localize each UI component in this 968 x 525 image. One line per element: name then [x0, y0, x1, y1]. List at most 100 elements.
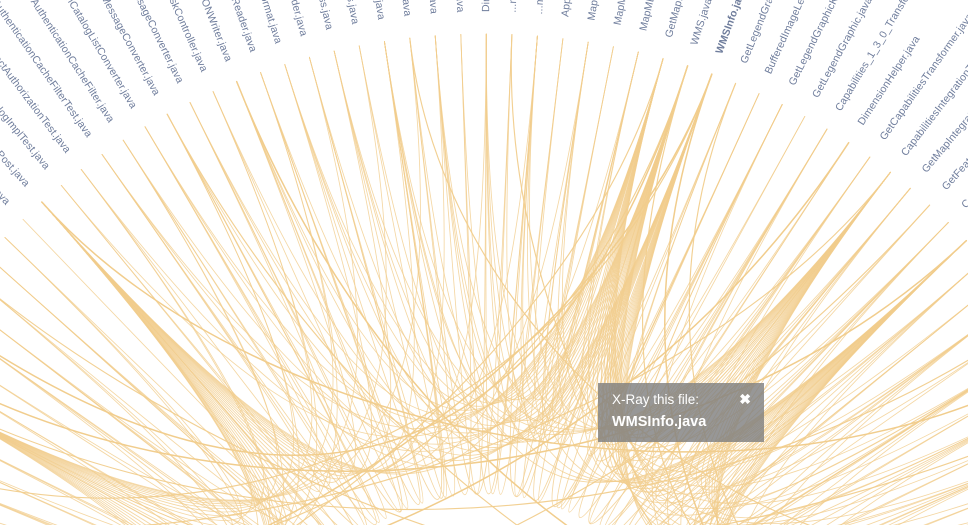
dependency-edge [709, 240, 967, 525]
dependency-edge [383, 41, 967, 483]
dependency-edge [671, 240, 968, 525]
dependency-edge [686, 240, 968, 525]
dependency-edge [284, 64, 713, 449]
dependency-edge [654, 128, 891, 448]
dependency-edge [0, 359, 968, 511]
dependency-edge [485, 33, 713, 443]
dependency-edge [623, 73, 713, 525]
dependency-edge [0, 298, 426, 525]
dependency-edge [713, 240, 967, 525]
dependency-edge [557, 51, 713, 446]
dependency-edge [693, 240, 968, 525]
dependency-edge [0, 438, 126, 525]
graph-node-label[interactable]: RasterDownload.java [420, 0, 439, 14]
dependency-edge [0, 37, 421, 501]
dependency-edge [642, 65, 691, 525]
dependency-edge [591, 65, 806, 439]
dependency-edge [690, 171, 968, 480]
dependency-edge [527, 35, 967, 483]
dependency-edge [622, 73, 713, 525]
dependency-edge [333, 50, 713, 446]
dependency-edge [737, 363, 968, 525]
dependency-edge [260, 56, 424, 504]
dependency-edge [0, 435, 163, 525]
dependency-edge [284, 58, 664, 407]
dependency-edge [166, 113, 518, 525]
dependency-edge [552, 46, 689, 424]
dependency-edge [589, 115, 850, 524]
dependency-edge [664, 73, 713, 525]
dependency-edge [4, 236, 245, 525]
dependency-edge [434, 35, 967, 483]
dependency-edge [644, 128, 967, 497]
dependency-edge [695, 171, 968, 491]
dependency-edge [604, 58, 949, 449]
dependency-edge [383, 41, 891, 431]
graph-node-label[interactable]: AppSchemaTestOracleS... [559, 0, 586, 18]
dependency-edge [799, 391, 968, 525]
dependency-edge [0, 201, 253, 521]
graph-node-label[interactable]: DimensionsUtils.java [480, 0, 492, 12]
dependency-edge [651, 104, 783, 525]
dependency-edge [284, 64, 891, 435]
edges-layer [0, 33, 968, 525]
dependency-edge [497, 34, 564, 495]
xray-tooltip-filename: WMSInfo.java [612, 414, 707, 430]
dependency-edge [333, 50, 891, 433]
dependency-edge [726, 222, 949, 525]
dependency-edge [189, 73, 713, 456]
xray-tooltip[interactable]: X-Ray this file: ✖ WMSInfo.java [598, 383, 764, 442]
dependency-edge [716, 171, 891, 525]
dependency-edge [664, 187, 967, 507]
dependency-edge [587, 58, 783, 417]
dependency-edge [584, 65, 760, 434]
dependency-edge [434, 33, 487, 495]
dependency-edge [41, 201, 268, 525]
dependency-edge [760, 390, 968, 525]
dependency-edge [713, 171, 891, 525]
dependency-edge [0, 299, 233, 525]
dependency-edge [144, 101, 387, 519]
dependency-edge [60, 58, 664, 438]
dependency-edge [409, 37, 811, 525]
xray-tooltip-title: X-Ray this file: [612, 392, 700, 407]
graph-node-label[interactable]: ...maTestPostgisSetup.java [533, 0, 555, 15]
dependency-edge [0, 113, 295, 510]
dependency-edge [709, 222, 949, 525]
dependency-edge [0, 329, 253, 525]
dependency-edge [515, 204, 931, 525]
dependency-edge [212, 72, 409, 509]
graph-node-label[interactable]: GetMap.java [663, 0, 691, 39]
dependency-edge [189, 81, 401, 512]
xray-tooltip-header: X-Ray this file: ✖ [612, 392, 752, 408]
dependency-edge [783, 390, 968, 525]
dependency-edge [544, 41, 664, 402]
close-icon[interactable]: ✖ [739, 391, 751, 407]
dependency-edge [632, 104, 967, 493]
graph-node-label[interactable]: ...mensionalExtension.java [507, 0, 524, 13]
dependency-edge [41, 126, 331, 488]
dependency-edge [726, 240, 967, 525]
dependency-edge [333, 50, 664, 404]
dependency-edge [693, 187, 911, 525]
dependency-edge [719, 455, 968, 525]
dependency-edge [0, 72, 334, 505]
dependency-edge [716, 171, 891, 525]
dependency-edge [41, 153, 353, 525]
dependency-edge [655, 156, 967, 502]
dependency-edge [688, 82, 739, 525]
dependency-edge [0, 459, 130, 525]
graph-node-label[interactable]: DownloadProcess.java [450, 0, 466, 13]
dependency-edge [434, 35, 891, 430]
dependency-edge [0, 266, 286, 525]
graph-node-label[interactable]: RasterEstimator.java [391, 0, 414, 17]
dependency-edge [267, 73, 713, 525]
graph-node-label[interactable]: DimensionHelper.java [856, 34, 923, 128]
dependency-edge [0, 436, 147, 525]
graph-node-label[interactable]: WMS.java [688, 0, 714, 47]
graph-node-label[interactable]: MapMLController.java [585, 0, 613, 21]
dependency-edge [711, 171, 968, 525]
dependency-edge [0, 139, 279, 513]
